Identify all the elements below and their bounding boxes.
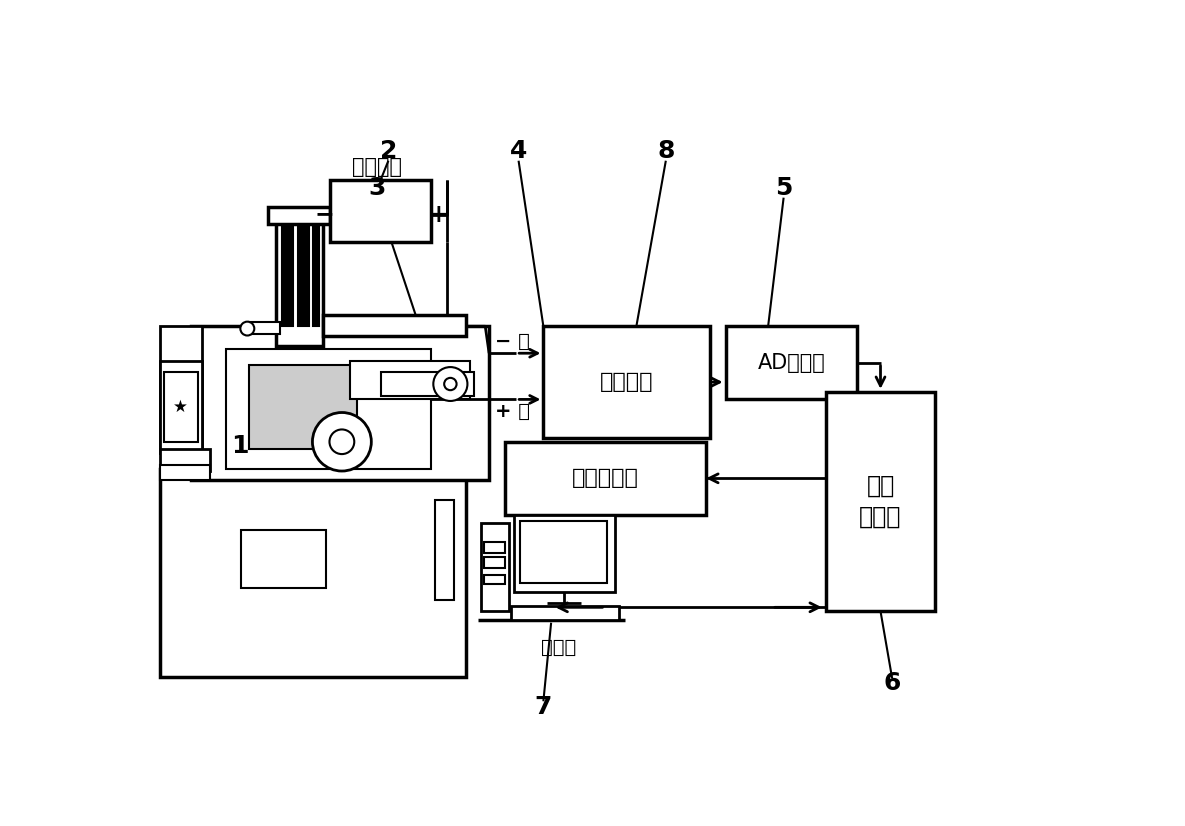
Circle shape (434, 367, 467, 401)
Bar (380, 373, 474, 396)
Bar (249, 365, 358, 449)
Bar (520, 521, 607, 582)
Text: 6: 6 (884, 671, 901, 695)
Bar (282, 226, 293, 326)
Circle shape (313, 412, 371, 471)
Text: 计算机: 计算机 (542, 638, 576, 657)
Text: + 极: + 极 (495, 401, 531, 420)
Text: ★: ★ (173, 398, 188, 416)
Bar (160, 326, 203, 453)
Bar (331, 180, 431, 241)
Bar (268, 207, 331, 224)
Text: 4: 4 (510, 140, 527, 164)
Text: 数据
采集器: 数据 采集器 (859, 473, 902, 529)
Text: 5: 5 (775, 176, 793, 200)
Bar (160, 468, 466, 676)
Bar (826, 392, 935, 611)
Bar (191, 326, 489, 480)
Bar (725, 326, 857, 400)
Text: 采样电阱: 采样电阱 (600, 372, 653, 392)
Bar (276, 218, 322, 345)
Bar (485, 558, 505, 568)
Bar (164, 373, 198, 442)
Bar (511, 605, 620, 620)
Circle shape (329, 430, 354, 454)
Bar (350, 361, 469, 400)
Bar (249, 322, 280, 334)
Bar (313, 226, 320, 326)
Bar (160, 465, 210, 480)
Bar (485, 575, 505, 584)
Text: 8: 8 (658, 140, 674, 164)
Text: 3: 3 (369, 176, 385, 200)
Bar (481, 523, 508, 611)
Bar (505, 442, 706, 515)
Text: 1: 1 (231, 434, 249, 458)
Text: 2: 2 (379, 140, 397, 164)
Bar (241, 530, 326, 588)
Text: − 极: − 极 (495, 332, 530, 351)
Bar (225, 349, 431, 468)
Bar (544, 326, 710, 438)
Bar (297, 226, 308, 326)
Text: 脉冲电源: 脉冲电源 (352, 157, 402, 177)
Bar (160, 361, 203, 453)
Bar (435, 500, 454, 600)
Text: −: − (315, 202, 334, 226)
Text: AD转换器: AD转换器 (757, 353, 825, 373)
Bar (514, 515, 615, 592)
Bar (160, 449, 210, 471)
Bar (322, 315, 466, 336)
Circle shape (444, 377, 456, 390)
Bar (485, 542, 505, 553)
Circle shape (241, 321, 255, 335)
Text: 7: 7 (534, 695, 552, 719)
Text: +: + (429, 202, 449, 226)
Text: 电机驱动器: 电机驱动器 (572, 468, 639, 488)
